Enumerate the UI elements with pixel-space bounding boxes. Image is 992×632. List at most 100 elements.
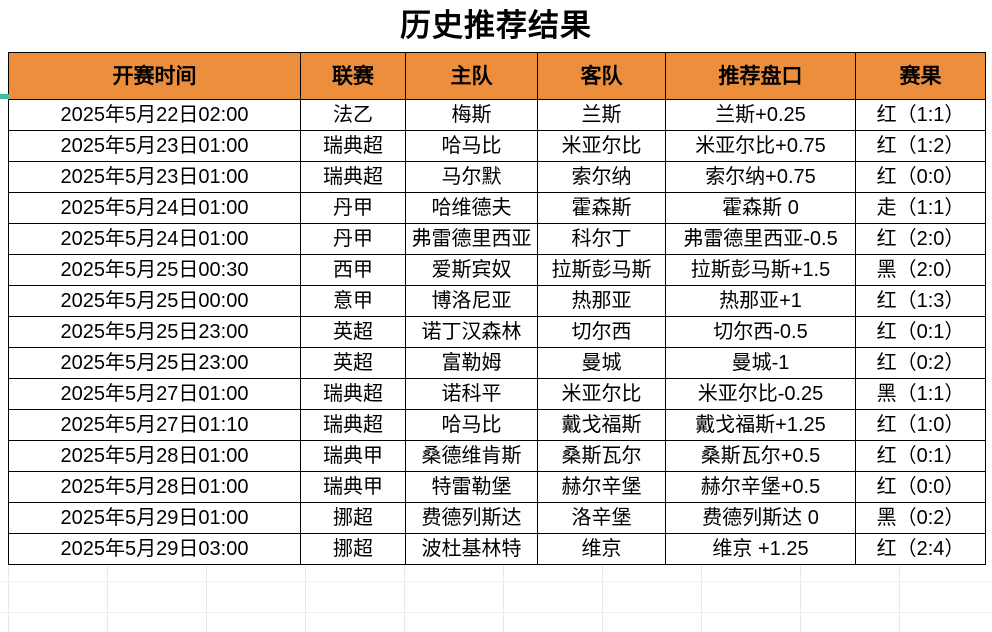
cell-home: 哈马比 — [405, 130, 538, 162]
cell-handicap: 兰斯+0.25 — [665, 99, 856, 131]
cell-result: 红（1:3） — [855, 285, 986, 317]
table-row: 2025年5月22日02:00 法乙 梅斯 兰斯 兰斯+0.25 红（1:1） — [8, 99, 986, 131]
cell-handicap: 戴戈福斯+1.25 — [665, 409, 856, 441]
table-header-row: 开赛时间 联赛 主队 客队 推荐盘口 赛果 — [8, 52, 986, 100]
cell-result: 红（0:2） — [855, 347, 986, 379]
cell-time: 2025年5月24日01:00 — [8, 192, 301, 224]
table-row: 2025年5月25日00:30 西甲 爱斯宾奴 拉斯彭马斯 拉斯彭马斯+1.5 黑（2:0… — [8, 254, 986, 286]
cell-handicap: 米亚尔比-0.25 — [665, 378, 856, 410]
cell-result: 红（1:2） — [855, 130, 986, 162]
table-row: 2025年5月24日01:00 丹甲 哈维德夫 霍森斯 霍森斯 0 走（1:1） — [8, 192, 986, 224]
result-label: 走 — [876, 197, 897, 219]
cell-home: 费德列斯达 — [405, 502, 538, 534]
cell-away: 曼城 — [537, 347, 666, 379]
cell-league: 西甲 — [300, 254, 406, 286]
cell-time: 2025年5月27日01:00 — [8, 378, 301, 410]
cell-away: 兰斯 — [537, 99, 666, 131]
cell-league: 瑞典超 — [300, 409, 406, 441]
result-label: 红 — [876, 445, 897, 467]
cell-time: 2025年5月25日00:00 — [8, 285, 301, 317]
result-label: 红 — [876, 538, 897, 560]
table-row: 2025年5月23日01:00 瑞典超 哈马比 米亚尔比 米亚尔比+0.75 红（1:2） — [8, 130, 986, 162]
table-row: 2025年5月25日23:00 英超 富勒姆 曼城 曼城-1 红（0:2） — [8, 347, 986, 379]
result-label: 红 — [876, 166, 897, 188]
history-results-table: 开赛时间 联赛 主队 客队 推荐盘口 赛果 2025年5月22日02:00 法乙梅… — [8, 52, 986, 565]
cell-result: 黑（0:2） — [855, 502, 986, 534]
cell-result: 黑（2:0） — [855, 254, 986, 286]
cell-time: 2025年5月24日01:00 — [8, 223, 301, 255]
table-row: 2025年5月27日01:10 瑞典超 哈马比 戴戈福斯 戴戈福斯+1.25 红（1:0） — [8, 409, 986, 441]
result-label: 黑 — [876, 383, 897, 405]
cell-league: 瑞典超 — [300, 130, 406, 162]
cell-away: 赫尔辛堡 — [537, 471, 666, 503]
cell-handicap: 拉斯彭马斯+1.5 — [665, 254, 856, 286]
page-title-bar: 历史推荐结果 — [0, 0, 992, 50]
cell-time: 2025年5月27日01:10 — [8, 409, 301, 441]
result-label: 红 — [876, 321, 897, 343]
result-score: （0:0） — [896, 166, 965, 188]
cell-league: 意甲 — [300, 285, 406, 317]
cell-league: 瑞典甲 — [300, 440, 406, 472]
cell-league: 挪超 — [300, 502, 406, 534]
table-row: 2025年5月27日01:00 瑞典超 诺科平 米亚尔比 米亚尔比-0.25 黑（1:1） — [8, 378, 986, 410]
table-row: 2025年5月25日23:00 英超 诺丁汉森林 切尔西 切尔西-0.5 红（0:1） — [8, 316, 986, 348]
cell-time: 2025年5月29日03:00 — [8, 533, 301, 565]
cell-home: 弗雷德里西亚 — [405, 223, 538, 255]
cell-home: 爱斯宾奴 — [405, 254, 538, 286]
result-score: （2:4） — [896, 538, 965, 560]
cell-home: 博洛尼亚 — [405, 285, 538, 317]
cell-away: 拉斯彭马斯 — [537, 254, 666, 286]
cell-away: 索尔纳 — [537, 161, 666, 193]
cell-result: 红（0:1） — [855, 316, 986, 348]
cell-handicap: 切尔西-0.5 — [665, 316, 856, 348]
cell-away: 霍森斯 — [537, 192, 666, 224]
cell-away: 洛辛堡 — [537, 502, 666, 534]
result-score: （0:2） — [896, 507, 965, 529]
cell-handicap: 热那亚+1 — [665, 285, 856, 317]
cell-home: 特雷勒堡 — [405, 471, 538, 503]
cell-result: 红（0:0） — [855, 161, 986, 193]
result-score: （1:2） — [896, 135, 965, 157]
cell-league: 瑞典超 — [300, 161, 406, 193]
cell-home: 哈马比 — [405, 409, 538, 441]
cell-away: 戴戈福斯 — [537, 409, 666, 441]
cell-result: 走（1:1） — [855, 192, 986, 224]
cell-home: 桑德维肯斯 — [405, 440, 538, 472]
cell-home: 诺科平 — [405, 378, 538, 410]
cell-time: 2025年5月28日01:00 — [8, 471, 301, 503]
cell-result: 红（1:0） — [855, 409, 986, 441]
cell-result: 红（0:1） — [855, 440, 986, 472]
result-label: 黑 — [876, 259, 897, 281]
cell-away: 维京 — [537, 533, 666, 565]
result-score: （1:1） — [896, 383, 965, 405]
cell-league: 法乙 — [300, 99, 406, 131]
cell-time: 2025年5月25日23:00 — [8, 316, 301, 348]
cell-result: 红（1:1） — [855, 99, 986, 131]
cell-handicap: 弗雷德里西亚-0.5 — [665, 223, 856, 255]
result-label: 红 — [876, 104, 897, 126]
column-header-away: 客队 — [537, 52, 666, 100]
cell-league: 英超 — [300, 347, 406, 379]
result-label: 红 — [876, 352, 897, 374]
cell-away: 桑斯瓦尔 — [537, 440, 666, 472]
result-label: 红 — [876, 135, 897, 157]
result-score: （1:1） — [896, 197, 965, 219]
table-row: 2025年5月23日01:00 瑞典超 马尔默 索尔纳 索尔纳+0.75 红（0:0） — [8, 161, 986, 193]
cell-league: 丹甲 — [300, 192, 406, 224]
cell-result: 黑（1:1） — [855, 378, 986, 410]
cell-league: 瑞典超 — [300, 378, 406, 410]
cell-away: 米亚尔比 — [537, 130, 666, 162]
cell-result: 红（2:4） — [855, 533, 986, 565]
result-score: （0:1） — [896, 321, 965, 343]
cell-handicap: 索尔纳+0.75 — [665, 161, 856, 193]
result-label: 黑 — [876, 507, 897, 529]
cell-time: 2025年5月23日01:00 — [8, 130, 301, 162]
column-header-time: 开赛时间 — [8, 52, 301, 100]
result-score: （0:0） — [896, 476, 965, 498]
table-body: 2025年5月22日02:00 法乙 梅斯 兰斯 兰斯+0.25 红（1:1） 2025年5… — [8, 99, 986, 565]
result-score: （2:0） — [896, 259, 965, 281]
cell-home: 诺丁汉森林 — [405, 316, 538, 348]
cell-handicap: 米亚尔比+0.75 — [665, 130, 856, 162]
result-score: （1:3） — [896, 290, 965, 312]
result-score: （0:2） — [896, 352, 965, 374]
